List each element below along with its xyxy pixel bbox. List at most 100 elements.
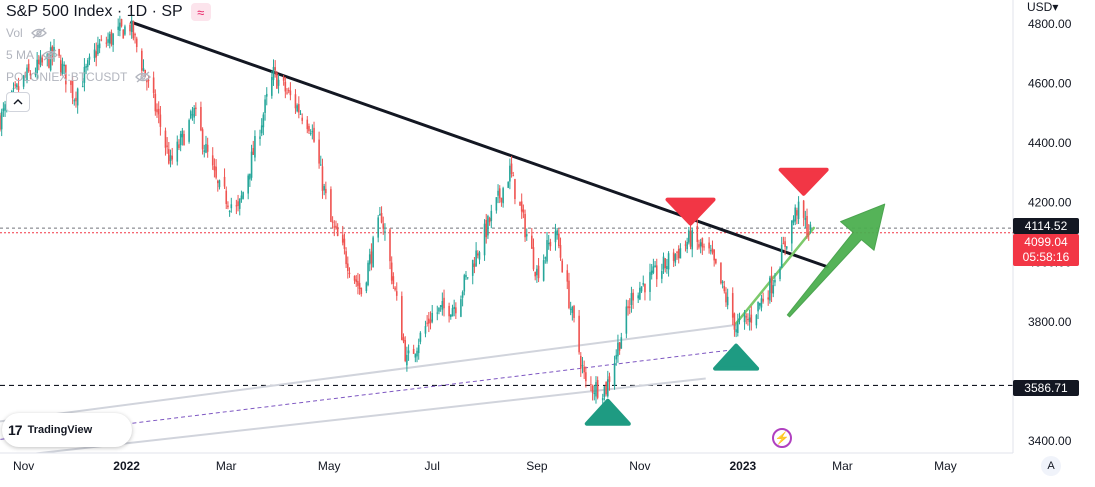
candle-body	[407, 350, 410, 354]
candle-body	[448, 305, 450, 317]
candle-body	[27, 63, 30, 72]
candle-body	[809, 224, 812, 230]
candle-body	[81, 86, 84, 88]
candle-body	[333, 226, 336, 228]
candle-body	[547, 242, 550, 245]
candle-body	[490, 210, 493, 221]
candle-body	[95, 51, 98, 58]
candle-body	[745, 316, 748, 318]
candle-body	[644, 283, 646, 293]
wave-icon[interactable]: ≈	[190, 3, 211, 21]
chevron-down-icon: ▾	[1052, 0, 1059, 14]
last-price-value: 4099.04	[1024, 235, 1068, 249]
indicator-5ma[interactable]: 5 MA	[6, 44, 211, 66]
eye-hidden-icon[interactable]	[42, 49, 58, 61]
candle-body	[142, 68, 145, 71]
x-tick-label: 2023	[730, 459, 757, 473]
eye-hidden-icon[interactable]	[30, 27, 47, 39]
candle-body	[679, 248, 682, 259]
candle-body	[392, 276, 395, 285]
candle-body	[677, 248, 680, 259]
candle-body	[237, 201, 239, 206]
candle-body	[654, 265, 656, 268]
candle-body	[171, 155, 174, 160]
candle-body	[605, 382, 607, 395]
currency-selector[interactable]: USD▾	[1027, 0, 1058, 14]
candle-body	[394, 287, 396, 290]
candle-body	[240, 195, 243, 200]
candle-body	[120, 19, 123, 27]
candle-body	[260, 125, 263, 134]
chevron-up-icon	[13, 99, 23, 105]
candle-body	[726, 296, 729, 306]
candle-body	[478, 252, 481, 260]
candle-body	[487, 216, 489, 236]
candle-body	[17, 86, 20, 91]
candle-body	[536, 268, 538, 276]
candle-body	[483, 223, 486, 256]
candle-body	[640, 286, 643, 292]
candle-body	[755, 315, 758, 326]
chart-legend: S&P 500 Index · 1D · SP ≈ Vol 5 MA POLON…	[6, 2, 211, 112]
candle-body	[747, 319, 749, 321]
candle-body	[750, 314, 753, 323]
candle-body	[402, 337, 405, 342]
candle-body	[779, 268, 781, 279]
candle-body	[119, 22, 121, 31]
indicator-label: Vol	[6, 26, 23, 40]
candle-body	[176, 141, 179, 162]
y-tick-label: 3800.00	[1028, 315, 1072, 329]
candle-body	[29, 73, 32, 76]
time-axis[interactable]	[0, 453, 1013, 487]
candle-body	[166, 145, 168, 147]
buy-marker-icon	[584, 398, 631, 426]
candle-body	[703, 246, 705, 248]
candle-body	[296, 105, 298, 112]
candle-body	[206, 144, 209, 152]
x-tick-label: Mar	[216, 459, 237, 473]
candle-body	[596, 380, 599, 398]
plot-area[interactable]	[0, 0, 1013, 453]
candle-body	[524, 213, 526, 238]
candle-body	[674, 254, 677, 263]
candle-body	[662, 256, 665, 270]
auto-scale-button[interactable]: A	[1041, 456, 1061, 476]
indicator-vol[interactable]: Vol	[6, 22, 211, 44]
projection-arrow-icon	[786, 203, 886, 318]
candle-body	[569, 308, 572, 310]
indicator-btcusdt[interactable]: POLONIEX:BTCUSDT	[6, 66, 211, 88]
candle-body	[70, 80, 72, 85]
candle-body	[313, 127, 315, 142]
x-tick-label: Jul	[425, 459, 440, 473]
candle-body	[532, 247, 535, 270]
candle-body	[147, 79, 150, 81]
x-tick-label: May	[318, 459, 341, 473]
candle-body	[265, 93, 268, 97]
candle-body	[460, 299, 462, 317]
candle-body	[61, 63, 64, 74]
candle-body	[451, 308, 454, 317]
candle-body	[159, 114, 162, 127]
candle-body	[321, 166, 324, 191]
candle-body	[319, 164, 322, 166]
lightning-icon[interactable]: ⚡	[772, 428, 792, 448]
candle-body	[661, 270, 663, 279]
candle-body	[53, 46, 55, 54]
eye-hidden-icon[interactable]	[135, 71, 152, 83]
candle-body	[401, 296, 403, 341]
candle-body	[124, 26, 126, 35]
symbol-title[interactable]: S&P 500 Index · 1D · SP	[6, 3, 183, 20]
candle-body	[254, 136, 256, 158]
candle-body	[558, 233, 560, 247]
candle-body	[382, 223, 385, 229]
candle-body	[384, 231, 386, 233]
candle-body	[311, 131, 314, 133]
collapse-legend-button[interactable]	[6, 92, 30, 112]
candle-body	[12, 88, 15, 90]
candle-body	[98, 43, 101, 49]
tradingview-badge[interactable]: 17 TradingView	[2, 413, 132, 447]
sell-marker-icon	[778, 167, 829, 196]
candle-body	[301, 117, 304, 121]
candle-body	[698, 244, 700, 248]
